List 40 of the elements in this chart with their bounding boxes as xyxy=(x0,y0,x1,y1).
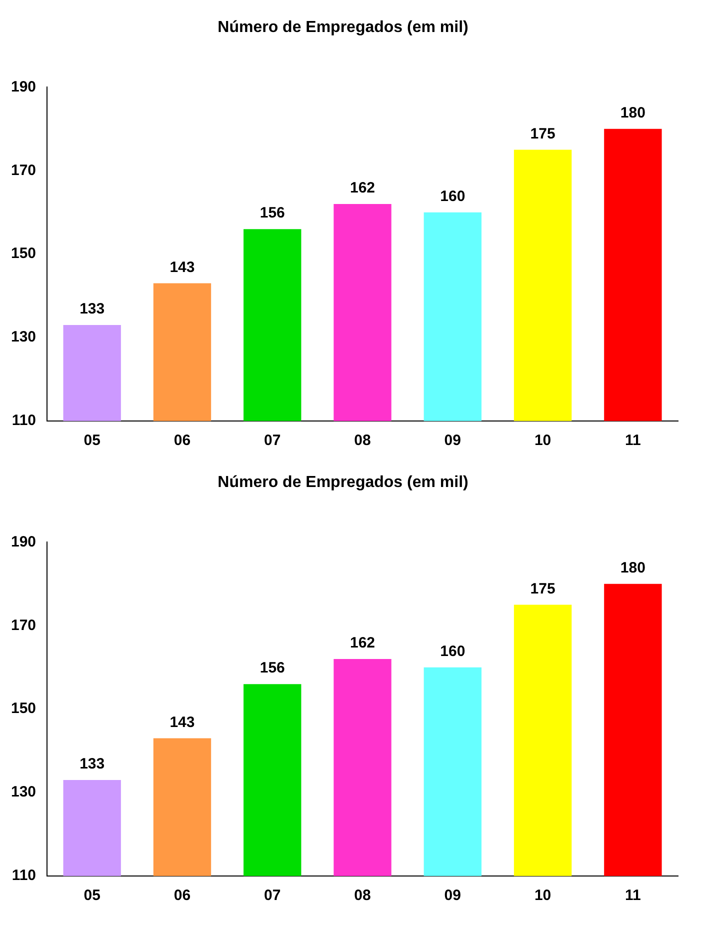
y-tick-label: 190 xyxy=(10,78,36,96)
data-label: 156 xyxy=(260,204,285,222)
x-tick-label: 09 xyxy=(444,887,461,904)
x-tick-label: 11 xyxy=(625,432,641,450)
data-label: 175 xyxy=(530,580,556,598)
y-tick-label: 130 xyxy=(10,328,36,346)
data-label: 162 xyxy=(350,634,376,652)
y-tick-label: 110 xyxy=(12,867,36,884)
y-tick-label: 190 xyxy=(10,533,36,550)
data-label: 180 xyxy=(620,560,646,577)
y-tick-label: 170 xyxy=(10,162,36,179)
data-label: 160 xyxy=(440,188,466,206)
x-tick-label: 08 xyxy=(354,432,371,450)
x-tick-label: 09 xyxy=(444,432,461,450)
data-label: 143 xyxy=(170,714,195,731)
x-tick-label: 10 xyxy=(534,887,552,904)
data-label: 180 xyxy=(620,104,646,122)
x-tick-label: 07 xyxy=(264,887,281,904)
data-label: 133 xyxy=(80,300,105,318)
x-tick-label: 05 xyxy=(84,887,100,904)
x-tick-label: 07 xyxy=(264,432,281,450)
data-label: 175 xyxy=(530,125,556,142)
x-tick-label: 05 xyxy=(84,432,100,450)
x-tick-label: 06 xyxy=(174,432,191,450)
y-tick-label: 150 xyxy=(10,245,36,262)
y-tick-label: 110 xyxy=(12,412,36,430)
y-tick-label: 150 xyxy=(10,700,36,718)
y-tick-label: 130 xyxy=(10,784,36,801)
y-tick-label: 170 xyxy=(10,616,36,634)
x-tick-label: 11 xyxy=(625,887,641,904)
data-label: 162 xyxy=(350,180,376,197)
x-tick-label: 10 xyxy=(534,432,552,450)
x-tick-label: 06 xyxy=(174,887,191,904)
data-label: 156 xyxy=(260,660,285,677)
chart-title: Número de Empregados (em mil) xyxy=(218,19,468,36)
data-label: 160 xyxy=(440,643,466,660)
x-tick-label: 08 xyxy=(354,887,371,904)
data-label: 133 xyxy=(80,756,105,773)
data-label: 143 xyxy=(170,258,195,276)
chart-title: Número de Empregados (em mil) xyxy=(218,474,468,492)
